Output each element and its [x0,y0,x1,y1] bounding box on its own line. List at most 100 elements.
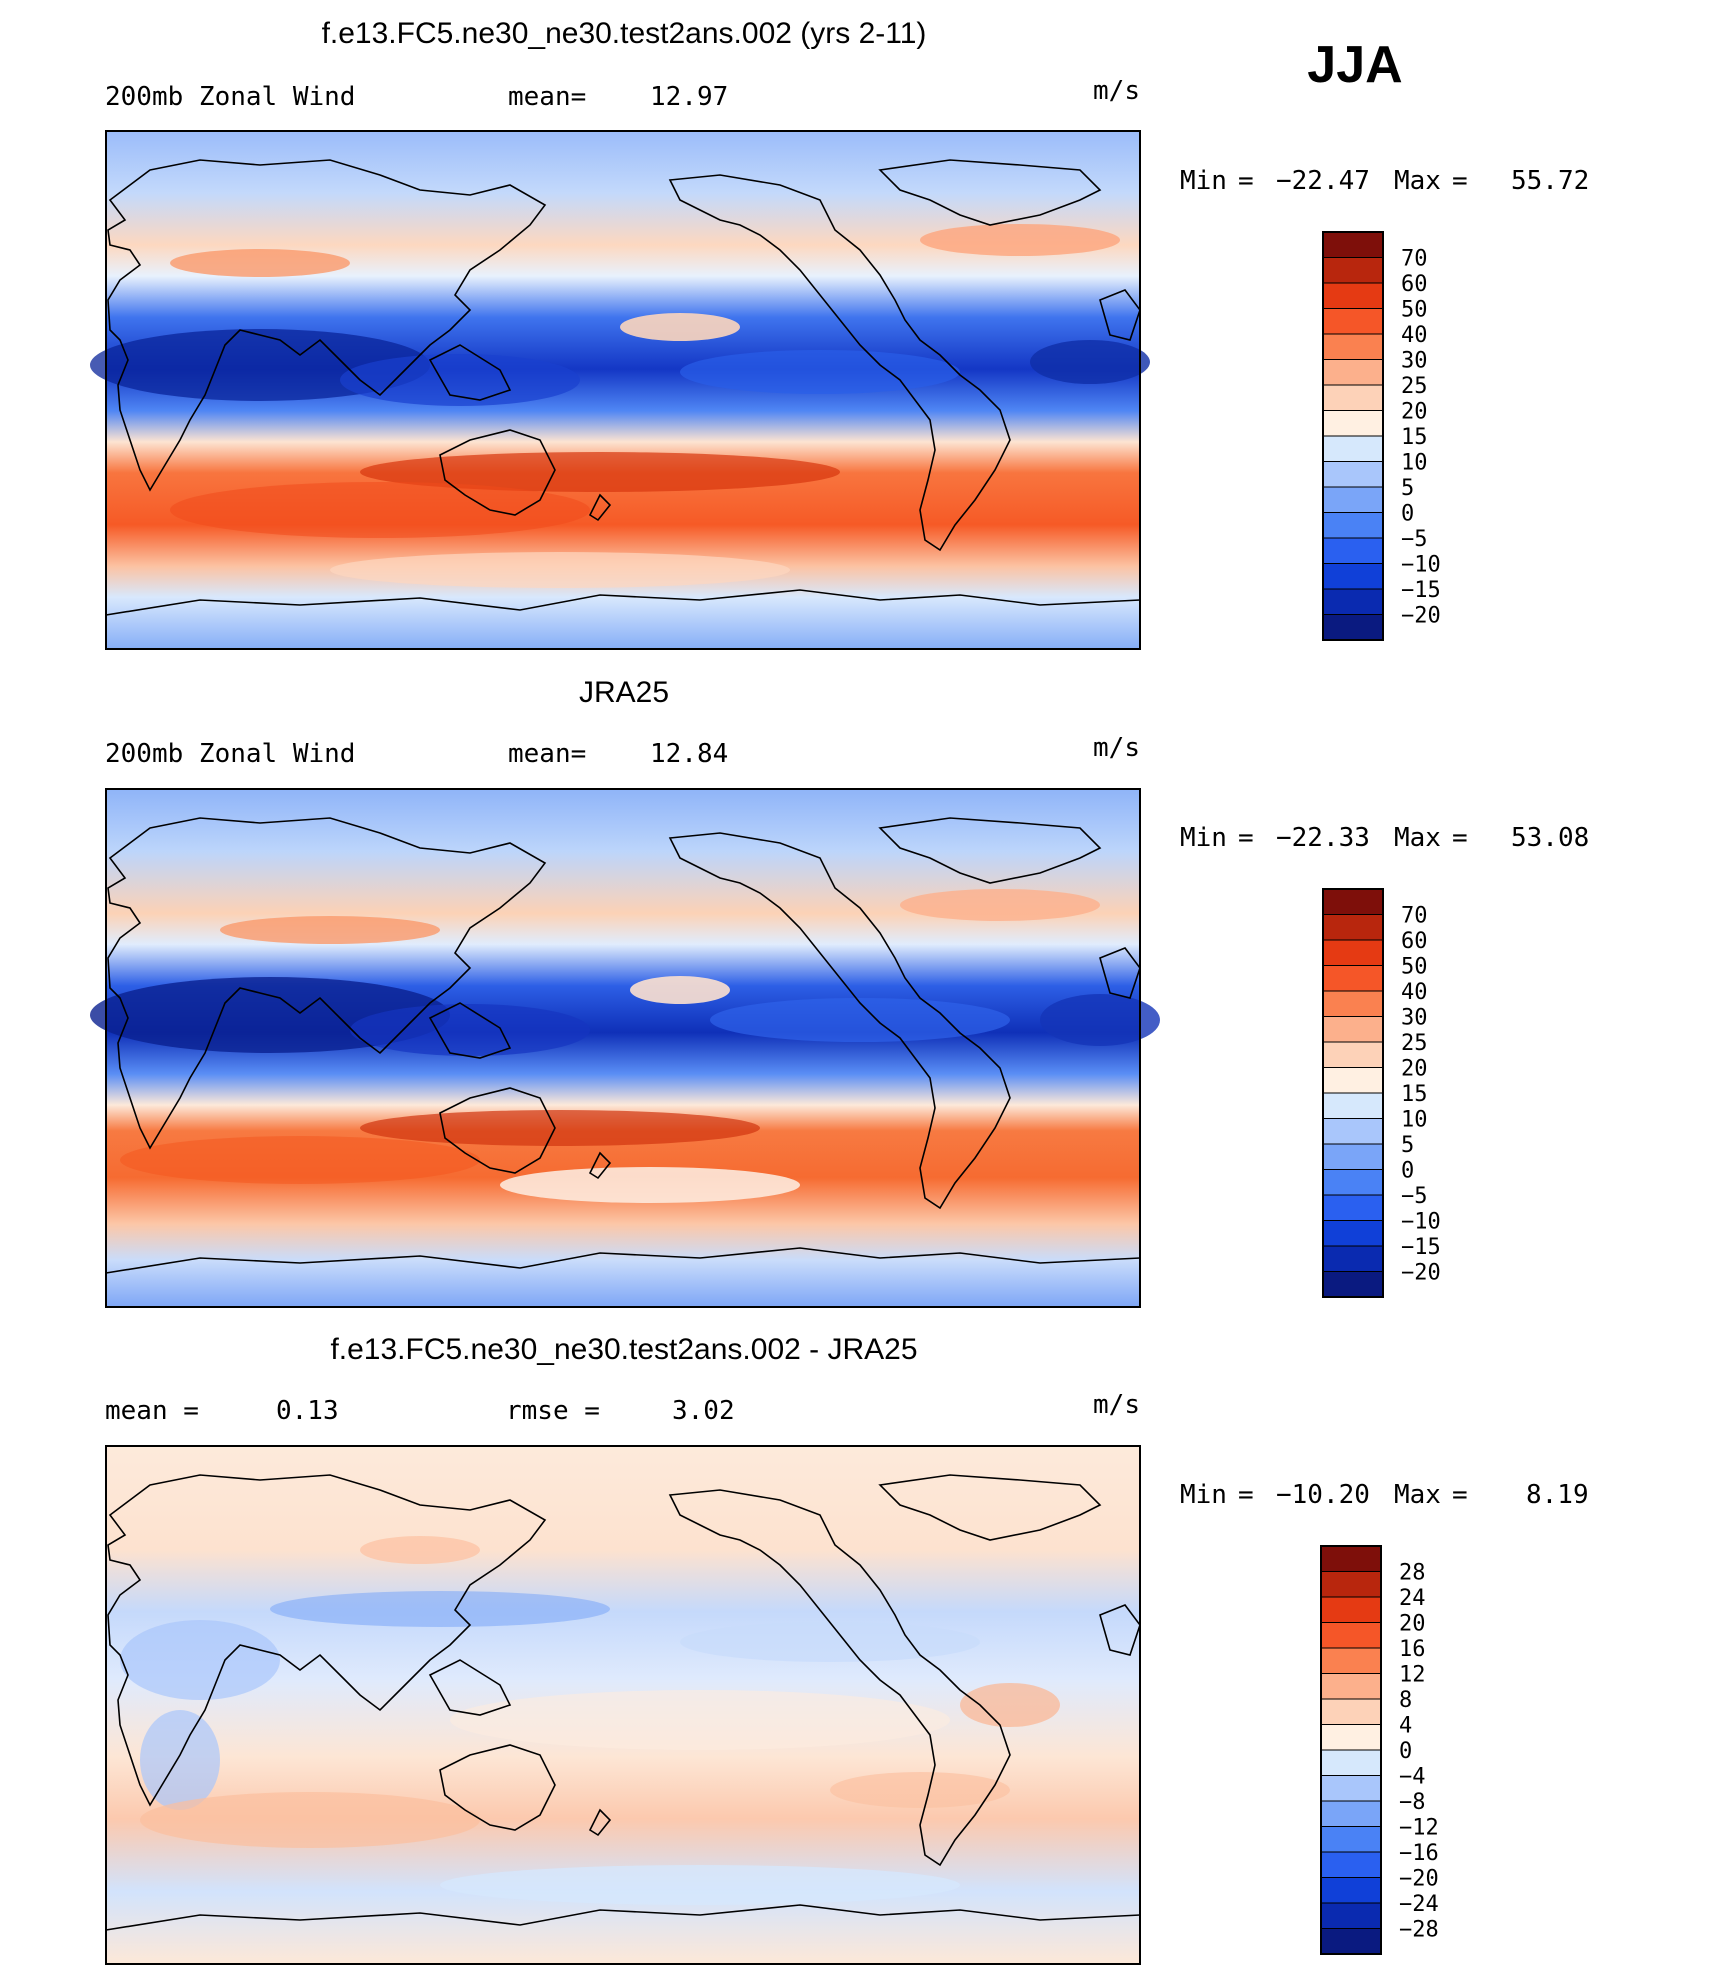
colorbar-tick-label: 40 [1401,323,1428,348]
colorbar-tick-label: 10 [1401,451,1428,476]
colorbar-swatch [1320,1775,1382,1802]
panel-title: JRA25 [579,676,669,709]
colorbar-swatch [1320,1647,1382,1674]
colorbar-swatch [1322,231,1384,258]
units-label: m/s [1093,733,1140,763]
colorbar-tick-label: 16 [1399,1637,1426,1662]
colorbar-tick-label: 25 [1401,374,1428,399]
colorbar-tick-label: 70 [1401,904,1428,929]
colorbar-frame [1322,231,1384,641]
colorbar-swatch [1322,257,1384,284]
coastlines [105,817,1141,1274]
colorbar-tick-label: −20 [1401,1261,1441,1286]
colorbar-tick-label: 50 [1401,298,1428,323]
colorbar-swatch [1322,537,1384,564]
max-value: 8.19 [1526,1480,1589,1510]
colorbar-swatch [1320,1928,1382,1955]
colorbar-tick-label: 0 [1401,1159,1414,1184]
colorbar-swatch [1322,461,1384,488]
colorbar-swatch [1322,1118,1384,1145]
panel-title: f.e13.FC5.ne30_ne30.test2ans.002 (yrs 2-… [322,17,927,50]
season-label: JJA [1307,36,1402,94]
map-frame [105,1445,1141,1965]
colorbar-tick-label: −16 [1399,1841,1439,1866]
colorbar-tick-label: 20 [1401,1057,1428,1082]
colorbar-tick-label: −5 [1401,527,1428,552]
min-value: −22.33 [1276,823,1370,853]
colorbar-tick-label: −28 [1399,1918,1439,1943]
max-value: 53.08 [1511,823,1589,853]
colorbar-tick-label: −8 [1399,1790,1426,1815]
colorbar-swatch [1322,384,1384,411]
min-label: Min [1180,823,1227,853]
max-label: Max [1394,166,1441,196]
colorbar-swatch [1322,1220,1384,1247]
variable-label: 200mb Zonal Wind [105,82,355,112]
colorbar-swatch [1322,588,1384,615]
colorbar-swatch [1322,435,1384,462]
colorbar-swatch [1322,1041,1384,1068]
map-field [90,789,1160,1307]
colorbar-tick-label: −24 [1399,1892,1439,1917]
colorbar-tick-label: 25 [1401,1031,1428,1056]
colorbar-swatch [1322,939,1384,966]
colorbar-swatch [1320,1749,1382,1776]
colorbar-swatch [1320,1826,1382,1853]
colorbar-frame [1322,888,1384,1298]
colorbar-swatch [1320,1877,1382,1904]
colorbar-swatch [1322,1067,1384,1094]
colorbar-swatch [1322,990,1384,1017]
colorbar-tick-label: 20 [1399,1612,1426,1637]
colorbar-tick-label: −15 [1401,1235,1441,1260]
units-label: m/s [1093,1390,1140,1420]
max-label: Max [1394,823,1441,853]
colorbar-tick-label: −4 [1399,1765,1426,1790]
min-equals: = [1238,823,1254,853]
mean-label: mean= [508,739,586,769]
colorbar-swatch [1322,914,1384,941]
colorbar-tick-label: −20 [1401,604,1441,629]
units-label: m/s [1093,76,1140,106]
colorbar-tick-label: −15 [1401,578,1441,603]
colorbar-swatch [1322,410,1384,437]
min-value: −22.47 [1276,166,1370,196]
colorbar-tick-label: 70 [1401,247,1428,272]
colorbar-swatch [1322,486,1384,513]
colorbar-swatch [1320,1571,1382,1598]
colorbar-tick-label: 30 [1401,1006,1428,1031]
min-label: Min [1180,166,1227,196]
colorbar-swatch [1322,563,1384,590]
colorbar-swatch [1322,1016,1384,1043]
min-value: −10.20 [1276,1480,1370,1510]
coastlines [105,159,1141,616]
colorbar-swatch [1322,614,1384,641]
min-label: Min [1180,1480,1227,1510]
colorbar-frame [1320,1545,1382,1955]
colorbar-tick-label: 30 [1401,349,1428,374]
variable-label: 200mb Zonal Wind [105,739,355,769]
colorbar-tick-label: −10 [1401,553,1441,578]
colorbar-swatch [1320,1902,1382,1929]
colorbar-tick-label: 8 [1399,1688,1412,1713]
coastlines [105,1474,1141,1931]
colorbar-tick-label: 28 [1399,1561,1426,1586]
colorbar-swatch [1322,1245,1384,1272]
rmse-value: 3.02 [672,1396,735,1426]
mean-label: mean= [508,82,586,112]
colorbar-swatch [1320,1851,1382,1878]
colorbar-swatch [1320,1622,1382,1649]
colorbar-swatch [1322,282,1384,309]
colorbar-tick-label: 60 [1401,929,1428,954]
map-frame [105,788,1141,1308]
colorbar-tick-label: 24 [1399,1586,1426,1611]
colorbar-swatch [1322,1092,1384,1119]
colorbar-swatch [1320,1800,1382,1827]
colorbar-tick-label: 15 [1401,425,1428,450]
colorbar-swatch [1322,1143,1384,1170]
min-equals: = [1238,166,1254,196]
colorbar-tick-label: 12 [1399,1663,1426,1688]
colorbar-tick-label: 5 [1401,476,1414,501]
colorbar-tick-label: 60 [1401,272,1428,297]
colorbar-swatch [1320,1596,1382,1623]
